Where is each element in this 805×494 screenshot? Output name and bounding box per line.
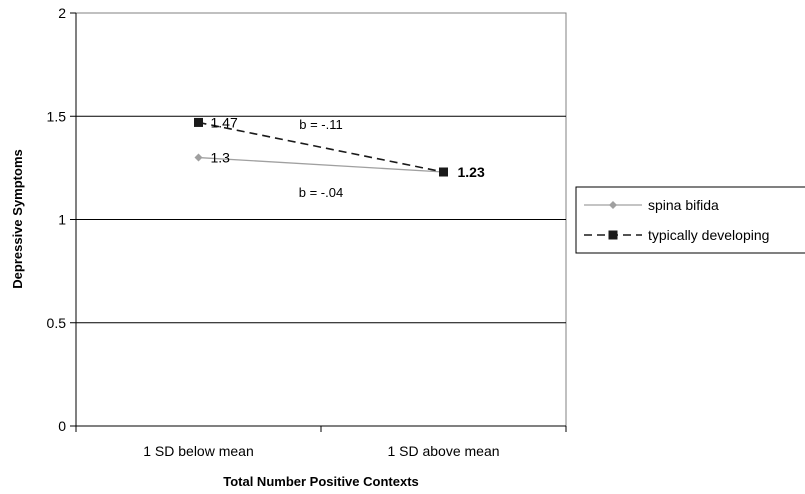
y-tick-label: 2 bbox=[58, 5, 66, 21]
legend: spina bifida typically developing bbox=[575, 186, 805, 254]
series-layer bbox=[194, 117, 448, 177]
y-tick-label: 0.5 bbox=[47, 315, 67, 331]
y-tick-label: 1 bbox=[58, 212, 66, 228]
x-tick-label: 1 SD above mean bbox=[387, 443, 499, 459]
y-tick-label: 1.5 bbox=[47, 108, 67, 124]
x-axis-title: Total Number Positive Contexts bbox=[223, 474, 419, 489]
data-label: 1.3 bbox=[211, 150, 231, 166]
series-line bbox=[198, 156, 444, 173]
data-labels: 1.3 b = -.04 1.47 1.23 b = -.11 bbox=[211, 114, 485, 199]
data-label: 1.47 bbox=[211, 114, 238, 130]
y-axis: 0 0.5 1 1.5 2 bbox=[47, 5, 77, 434]
x-tick-label: 1 SD below mean bbox=[143, 443, 254, 459]
data-point bbox=[194, 117, 203, 127]
data-point bbox=[609, 201, 617, 209]
legend-box bbox=[575, 186, 805, 254]
gridlines bbox=[76, 115, 566, 324]
data-point bbox=[194, 153, 203, 162]
y-tick-label: 0 bbox=[58, 418, 66, 434]
slope-label: b = -.04 bbox=[299, 185, 343, 200]
data-point bbox=[608, 230, 618, 240]
x-axis: 1 SD below mean 1 SD above mean bbox=[75, 425, 567, 459]
series-line bbox=[198, 121, 444, 173]
slope-label: b = -.11 bbox=[299, 117, 342, 132]
y-axis-title: Depressive Symptoms bbox=[10, 149, 25, 288]
legend-label: typically developing bbox=[648, 227, 769, 243]
legend-label: spina bifida bbox=[648, 197, 719, 213]
data-point bbox=[439, 167, 448, 177]
data-label: 1.23 bbox=[458, 164, 485, 180]
